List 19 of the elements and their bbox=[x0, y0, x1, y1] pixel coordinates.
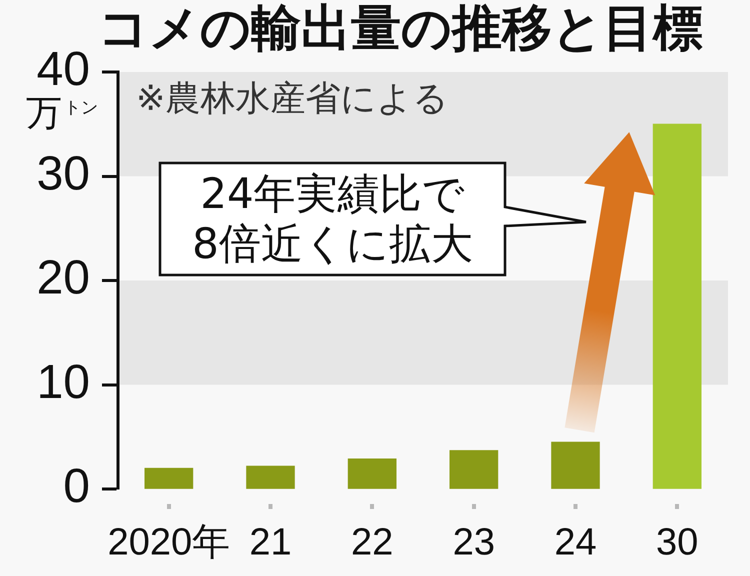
annotation: ※農林水産省による bbox=[136, 79, 448, 119]
bar bbox=[551, 442, 600, 489]
y-tick-label: 30 bbox=[36, 147, 90, 200]
y-tick-label: 0 bbox=[63, 460, 90, 514]
x-tick-label: 30 bbox=[656, 521, 698, 564]
y-tick-label: 40 bbox=[36, 43, 90, 96]
bar bbox=[348, 458, 396, 489]
chart-title: コメの輸出量の推移と目標 bbox=[98, 0, 703, 57]
y-tick-label: 10 bbox=[36, 356, 90, 409]
x-tick-label: 22 bbox=[351, 521, 394, 564]
x-tick-label: 24 bbox=[554, 521, 597, 564]
x-tick-label: 21 bbox=[249, 521, 292, 564]
bar bbox=[450, 450, 498, 489]
y-tick-label: 20 bbox=[36, 252, 90, 305]
annotation: 24年実績比で 8倍近くに拡大 bbox=[192, 169, 473, 269]
bar bbox=[246, 466, 295, 489]
x-tick-label: 2020年 bbox=[108, 521, 230, 564]
x-tick-label: 23 bbox=[452, 521, 495, 564]
bar bbox=[144, 468, 194, 489]
